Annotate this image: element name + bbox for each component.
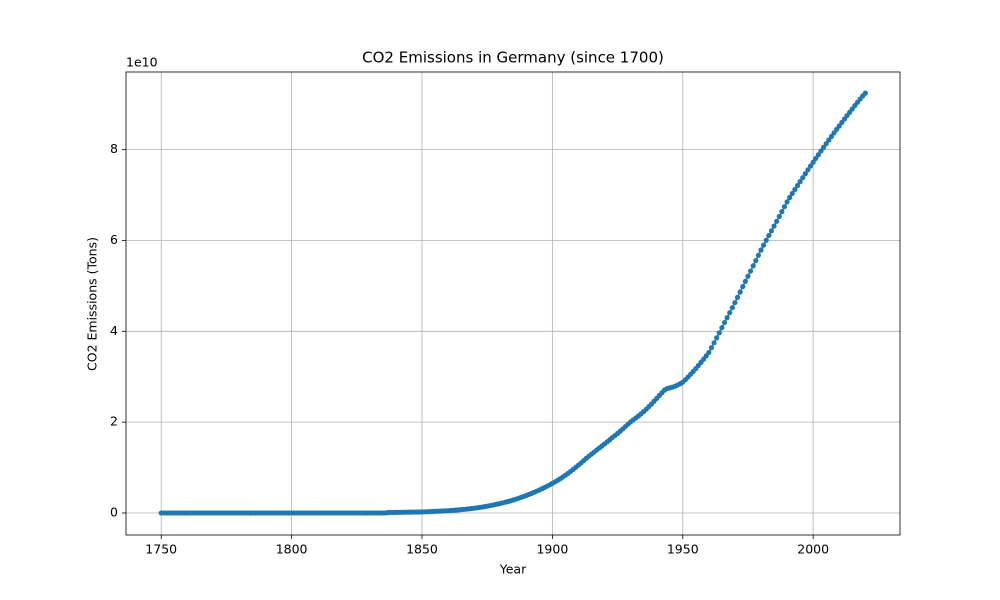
data-point (706, 349, 712, 356)
data-point (719, 325, 725, 331)
chart-title: CO2 Emissions in Germany (since 1700) (362, 49, 664, 67)
data-point (862, 90, 868, 96)
y-tick-label: 2 (110, 414, 118, 429)
data-point (794, 182, 801, 189)
data-point (724, 315, 730, 321)
data-point (792, 186, 798, 193)
axes-frame (125, 71, 901, 536)
data-point (734, 294, 741, 300)
data-point (805, 167, 811, 173)
x-tick-label: 1900 (536, 542, 568, 557)
data-point (813, 155, 819, 162)
data-point (779, 209, 785, 215)
data-point (747, 268, 754, 274)
data-point (797, 179, 803, 185)
data-point (774, 218, 780, 224)
y-tick-label: 6 (110, 232, 118, 247)
data-point (818, 148, 824, 154)
data-point (771, 223, 777, 229)
data-point (708, 345, 715, 351)
y-tick-label: 4 (110, 323, 118, 338)
data-point (758, 247, 764, 253)
data-point (732, 300, 738, 306)
data-point (745, 273, 751, 279)
data-point (789, 190, 795, 197)
y-offset-label: 1e10 (126, 55, 158, 70)
data-point (776, 213, 782, 220)
data-point (810, 159, 816, 165)
data-point (737, 289, 743, 295)
plot-area (158, 90, 868, 516)
x-tick-label: 1800 (276, 542, 308, 557)
x-tick-label: 1850 (406, 542, 438, 557)
data-point (826, 137, 832, 143)
data-point (711, 340, 717, 346)
data-point (800, 175, 806, 181)
data-point (823, 141, 829, 147)
data-point (766, 232, 772, 239)
data-point (784, 199, 790, 205)
x-tick-label: 1950 (667, 542, 699, 557)
data-point (716, 330, 722, 336)
data-point (750, 263, 756, 269)
data-point (761, 242, 767, 248)
x-axis-label: Year (499, 562, 527, 577)
x-tick-label: 2000 (797, 542, 829, 557)
data-point (740, 284, 746, 290)
data-line (161, 92, 866, 514)
y-axis-label: CO2 Emissions (Tons) (85, 237, 100, 371)
data-point (755, 252, 761, 258)
data-point (729, 305, 735, 311)
data-point (820, 144, 827, 150)
data-point (807, 163, 814, 169)
grid (126, 72, 900, 535)
data-point (787, 194, 793, 201)
data-point (753, 258, 759, 264)
y-tick-label: 0 (110, 504, 118, 519)
data-point (815, 152, 821, 158)
data-point (768, 228, 775, 234)
data-point (714, 335, 720, 341)
data-point (802, 171, 808, 177)
y-tick-label: 8 (110, 141, 118, 156)
data-point (763, 237, 769, 243)
data-point (828, 133, 835, 140)
data-point (721, 319, 728, 326)
x-tick-label: 1750 (145, 542, 177, 557)
data-point (727, 310, 733, 316)
data-point (781, 204, 788, 210)
data-point (742, 278, 748, 284)
